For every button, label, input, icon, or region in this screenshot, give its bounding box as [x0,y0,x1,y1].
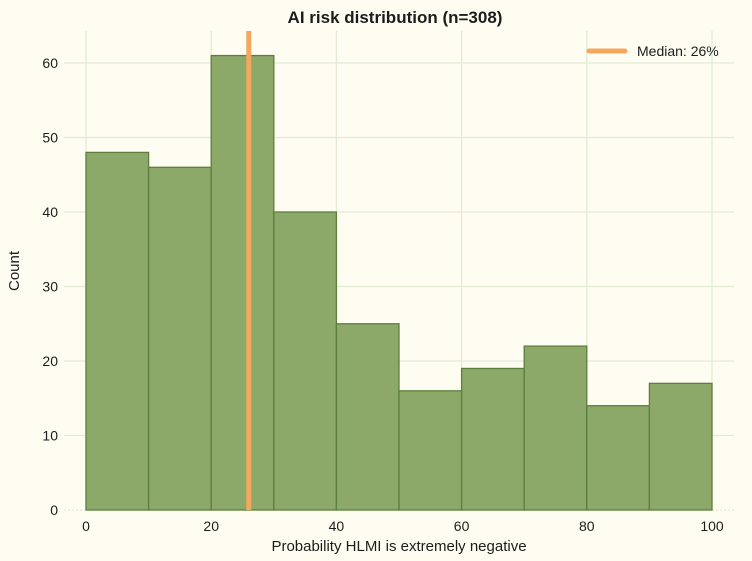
x-axis-tick-labels: 0 20 40 60 80 100 [82,518,724,534]
histogram-bar [586,405,651,511]
y-tick-label: 40 [42,204,58,220]
x-tick-label: 40 [329,518,345,534]
legend-median-label: Median: 26% [637,43,719,59]
histogram-bars [85,54,713,511]
histogram-bar [398,390,463,511]
x-axis-label: Probability HLMI is extremely negative [271,538,526,555]
y-tick-label: 60 [42,55,58,71]
histogram-bar [210,54,275,511]
histogram-bar [460,367,525,511]
y-tick-label: 30 [42,279,58,295]
x-tick-label: 100 [700,518,724,534]
histogram-bar [523,345,588,511]
chart-title: AI risk distribution (n=308) [288,8,503,27]
histogram-bar [648,382,713,511]
y-tick-label: 0 [50,502,58,518]
legend: Median: 26% [586,43,719,59]
y-tick-label: 10 [42,428,58,444]
y-axis-tick-labels: 0 10 20 30 40 50 60 [42,55,58,518]
y-tick-label: 20 [42,353,58,369]
histogram-bar [147,166,212,511]
histogram-bar [85,151,150,511]
x-tick-label: 80 [579,518,595,534]
x-tick-label: 60 [454,518,470,534]
y-axis-label: Count [6,250,23,291]
histogram-bar [273,211,338,511]
y-tick-label: 50 [42,130,58,146]
x-tick-label: 20 [203,518,219,534]
x-tick-label: 0 [82,518,90,534]
histogram-bar [335,323,400,511]
